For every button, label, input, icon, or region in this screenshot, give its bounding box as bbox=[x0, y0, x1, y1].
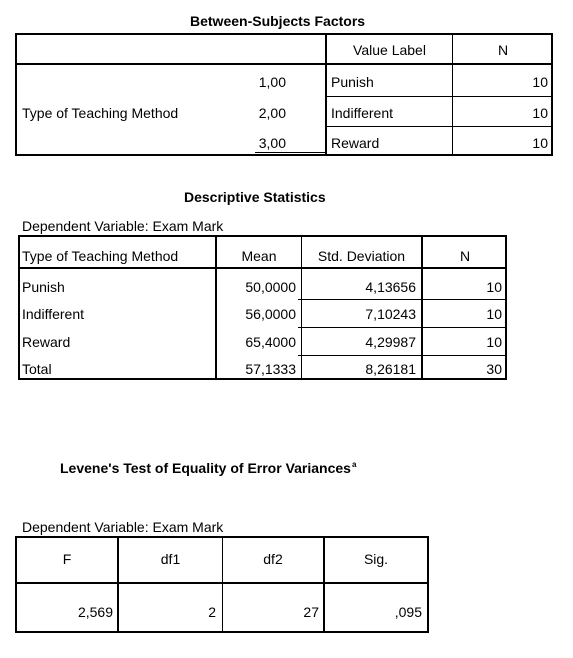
levene-col-divider-df2 bbox=[222, 536, 223, 633]
levene-header-df1: df1 bbox=[160, 551, 181, 567]
col-divider-n bbox=[452, 33, 453, 156]
desc-header-method: Type of Teaching Method bbox=[22, 248, 179, 264]
desc-n-2: 10 bbox=[486, 306, 502, 322]
desc-method-2: Indifferent bbox=[22, 306, 85, 322]
desc-sd-2: 7,10243 bbox=[365, 306, 416, 322]
header-divider bbox=[15, 63, 553, 65]
levene-dependent-variable: Dependent Variable: Exam Mark bbox=[22, 519, 224, 535]
desc-header-n: N bbox=[459, 248, 471, 264]
levene-header-sig: Sig. bbox=[363, 551, 389, 567]
factor-n-2: 10 bbox=[532, 105, 548, 121]
value-underline-3 bbox=[255, 152, 325, 153]
desc-col-divider-mean bbox=[215, 235, 217, 380]
factor-n-1: 10 bbox=[532, 74, 548, 90]
levene-title-text: Levene's Test of Equality of Error Varia… bbox=[60, 460, 351, 476]
levene-value-sig: ,095 bbox=[394, 604, 422, 620]
levene-title-footnote: a bbox=[351, 460, 357, 469]
desc-sd-3: 4,29987 bbox=[365, 334, 416, 350]
desc-row-divider-3 bbox=[298, 355, 507, 356]
factor-label-1: Punish bbox=[331, 74, 374, 90]
between-subjects-title: Between-Subjects Factors bbox=[190, 13, 366, 29]
desc-method-1: Punish bbox=[22, 279, 65, 295]
factor-value-1: 1,00 bbox=[258, 74, 286, 90]
descriptive-table bbox=[18, 235, 507, 380]
header-value-label: Value Label bbox=[353, 42, 426, 58]
desc-mean-2: 56,0000 bbox=[245, 306, 296, 322]
factor-label-3: Reward bbox=[331, 135, 380, 151]
desc-mean-1: 50,0000 bbox=[245, 279, 296, 295]
levene-value-f: 2,569 bbox=[77, 604, 113, 620]
between-subjects-table bbox=[15, 33, 553, 156]
row-divider-1 bbox=[326, 96, 553, 97]
levene-col-divider-sig bbox=[323, 536, 325, 633]
levene-value-df1: 2 bbox=[208, 604, 216, 620]
descriptive-dependent-variable: Dependent Variable: Exam Mark bbox=[22, 218, 224, 234]
desc-method-3: Reward bbox=[22, 334, 71, 350]
levene-col-divider-df1 bbox=[117, 536, 119, 633]
desc-row-divider-1 bbox=[298, 299, 507, 300]
factor-value-3: 3,00 bbox=[258, 135, 286, 151]
desc-col-divider-sd bbox=[301, 235, 302, 380]
desc-sd-1: 4,13656 bbox=[365, 279, 416, 295]
levene-title: Levene's Test of Equality of Error Varia… bbox=[60, 460, 356, 476]
levene-header-f: F bbox=[62, 551, 72, 567]
desc-row-divider-2 bbox=[298, 327, 507, 328]
factor-n-3: 10 bbox=[532, 135, 548, 151]
descriptive-title: Descriptive Statistics bbox=[184, 189, 326, 205]
desc-n-1: 10 bbox=[486, 279, 502, 295]
desc-col-divider-n bbox=[421, 235, 423, 380]
desc-header-mean: Mean bbox=[241, 248, 277, 264]
levene-value-df2: 27 bbox=[303, 604, 319, 620]
factor-name: Type of Teaching Method bbox=[22, 105, 179, 121]
col-divider-value-label bbox=[325, 33, 327, 156]
row-divider-2 bbox=[326, 126, 553, 127]
desc-sd-total: 8,26181 bbox=[365, 361, 416, 377]
desc-mean-3: 65,4000 bbox=[245, 334, 296, 350]
factor-label-2: Indifferent bbox=[331, 105, 394, 121]
desc-mean-total: 57,1333 bbox=[245, 361, 296, 377]
desc-n-total: 30 bbox=[486, 361, 502, 377]
desc-header-sd: Std. Deviation bbox=[317, 248, 406, 264]
header-n: N bbox=[497, 42, 509, 58]
desc-n-3: 10 bbox=[486, 334, 502, 350]
factor-value-2: 2,00 bbox=[258, 105, 286, 121]
desc-method-total: Total bbox=[22, 361, 52, 377]
desc-header-divider bbox=[18, 267, 507, 269]
levene-header-df2: df2 bbox=[263, 551, 283, 567]
